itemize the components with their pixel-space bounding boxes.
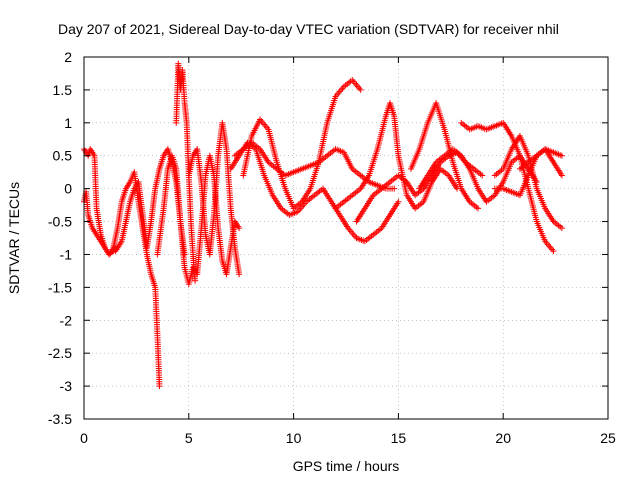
series-arc-4 (173, 60, 199, 284)
data-point (236, 271, 243, 278)
axis-ticks: 0 5 10 15 20 25 2 1.5 1 0.5 0 -0.5 -1 -1.5 -2 -2.5 -3 -3.… (48, 49, 616, 446)
y-tick-label: -0.5 (48, 214, 72, 230)
data-point (479, 172, 486, 179)
series-arc-8 (240, 77, 364, 212)
x-axis-label: GPS time / hours (293, 458, 400, 474)
y-tick-label: 0 (64, 181, 72, 197)
data-point (156, 383, 163, 390)
data-point (395, 198, 402, 205)
y-tick-label: 2 (64, 49, 72, 65)
series-arc-13 (416, 146, 540, 205)
x-tick-label: 15 (391, 430, 407, 446)
series-arc-3 (112, 146, 188, 258)
plot-frame (83, 56, 609, 420)
data-point (192, 277, 199, 284)
data-points (81, 60, 565, 390)
y-tick-label: 0.5 (53, 148, 73, 164)
x-tick-label: 5 (185, 430, 193, 446)
y-tick-label: -1 (60, 246, 73, 262)
y-tick-label: -1.5 (48, 279, 72, 295)
series-arc-5 (154, 152, 243, 288)
data-point (558, 225, 565, 232)
data-point (550, 248, 557, 255)
x-tick-label: 0 (80, 430, 88, 446)
series-arc-12 (407, 100, 482, 212)
data-point (475, 205, 482, 212)
y-tick-label: 1.5 (53, 82, 73, 98)
y-tick-label: -3.5 (48, 411, 72, 427)
data-point (391, 185, 398, 192)
x-tick-label: 25 (600, 430, 616, 446)
data-point (558, 172, 565, 179)
series-arc-9 (227, 139, 402, 245)
y-tick-label: -2.5 (48, 345, 72, 361)
data-point (558, 152, 565, 159)
series-arc-17 (491, 146, 565, 199)
y-tick-label: 1 (64, 115, 72, 131)
series-arc-14 (458, 119, 557, 255)
series-arc-2 (81, 169, 163, 390)
data-point (181, 251, 188, 258)
data-point (357, 86, 364, 93)
chart-title: Day 207 of 2021, Sidereal Day-to-day VTE… (58, 21, 559, 37)
y-tick-label: -3 (60, 378, 73, 394)
y-tick-label: -2 (60, 312, 73, 328)
y-axis-label: SDTVAR / TECUs (6, 182, 22, 294)
data-point (236, 225, 243, 232)
series-arc-6 (185, 119, 243, 278)
x-tick-label: 20 (495, 430, 511, 446)
x-tick-label: 10 (286, 430, 302, 446)
